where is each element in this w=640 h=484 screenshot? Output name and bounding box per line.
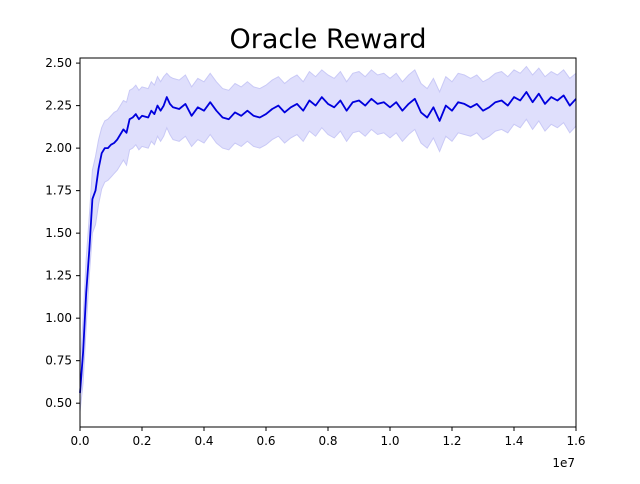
y-tick-label: 2.50 xyxy=(45,56,72,70)
x-tick-label: 0.6 xyxy=(256,434,275,448)
y-tick-label: 1.25 xyxy=(45,269,72,283)
y-tick-label: 1.75 xyxy=(45,184,72,198)
chart-title: Oracle Reward xyxy=(230,24,427,55)
x-tick-label: 0.2 xyxy=(132,434,151,448)
x-tick-label: 0.8 xyxy=(318,434,337,448)
y-tick-label: 1.50 xyxy=(45,226,72,240)
y-tick-label: 2.25 xyxy=(45,99,72,113)
x-tick-label: 0.0 xyxy=(70,434,89,448)
confidence-band xyxy=(79,65,577,412)
x-tick-label: 0.4 xyxy=(194,434,213,448)
axes: 0.0 0.2 0.4 0.6 0.8 1.0 1.2 1.4 1.6 0.50 0.75 1.00 1… xyxy=(45,56,585,448)
x-axis-offset-label: 1e7 xyxy=(552,456,575,470)
plot-area xyxy=(79,65,577,412)
series-line xyxy=(79,91,577,394)
x-tick-label: 1.6 xyxy=(566,434,585,448)
y-tick-label: 2.00 xyxy=(45,141,72,155)
y-tick-label: 0.75 xyxy=(45,354,72,368)
x-tick-label: 1.2 xyxy=(442,434,461,448)
y-tick-label: 1.00 xyxy=(45,311,72,325)
x-tick-label: 1.0 xyxy=(380,434,399,448)
x-tick-label: 1.4 xyxy=(504,434,523,448)
y-tick-label: 0.50 xyxy=(45,396,72,410)
